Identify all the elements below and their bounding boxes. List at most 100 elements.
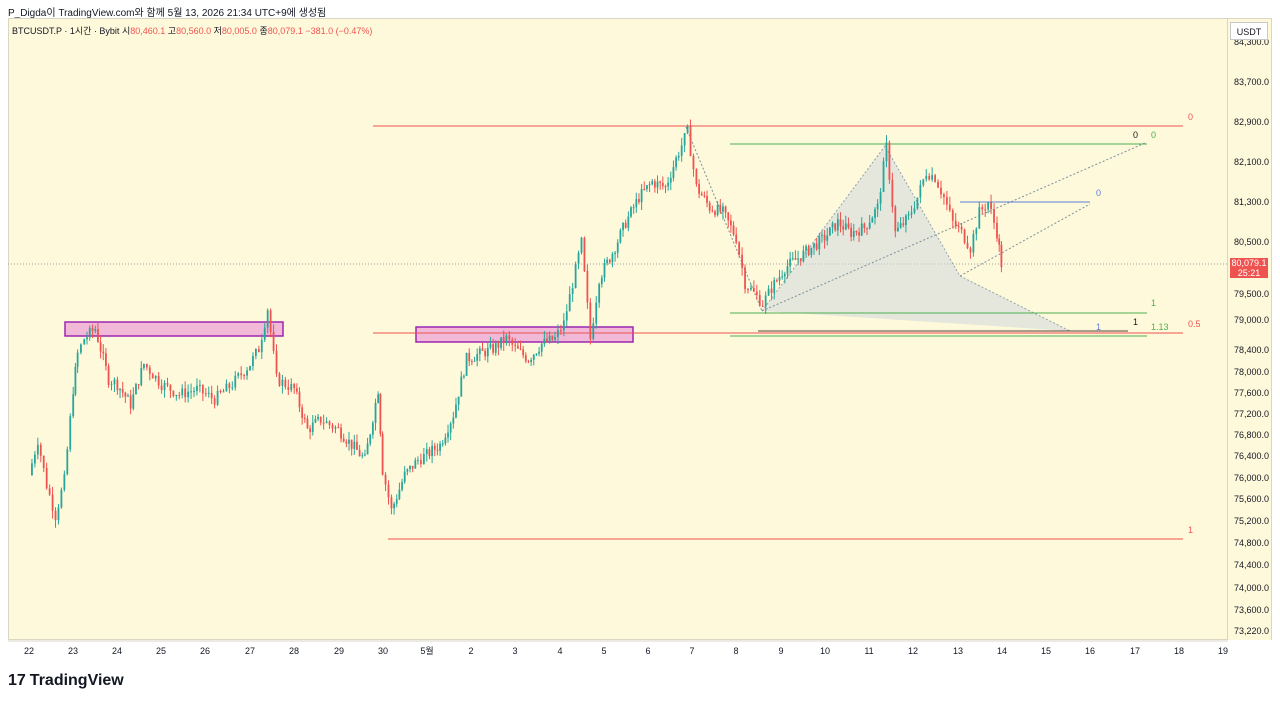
candle-body	[468, 352, 471, 362]
price-axis[interactable]	[1228, 18, 1272, 640]
candle-body	[852, 231, 855, 237]
candle-body	[263, 327, 266, 340]
candle-body	[328, 421, 331, 425]
candle-body	[611, 254, 614, 263]
candle-body	[293, 383, 296, 389]
candle-body	[960, 226, 963, 230]
candle-body	[140, 368, 143, 386]
candle-body	[589, 302, 592, 340]
candle-body	[441, 443, 444, 445]
candle-body	[530, 359, 533, 363]
candle-body	[823, 234, 826, 241]
open-value: 80,460.1	[130, 26, 166, 36]
candle-body	[124, 392, 127, 397]
candle-body	[568, 294, 571, 312]
candle-body	[511, 339, 514, 345]
candle-body	[836, 219, 839, 231]
candle-body	[831, 223, 834, 228]
y-tick-label: 74,800.0	[1234, 538, 1269, 548]
currency-selector[interactable]: USDT	[1230, 22, 1268, 40]
candle-body	[342, 438, 345, 442]
candle-body	[334, 427, 337, 429]
candle-body	[411, 465, 414, 469]
candle-body	[794, 258, 797, 260]
candle-body	[48, 488, 51, 495]
x-tick-label: 28	[289, 646, 299, 656]
candle-body	[606, 259, 609, 264]
candle-body	[457, 396, 460, 405]
candle-body	[500, 337, 502, 348]
x-tick-label: 11	[864, 646, 873, 656]
candle-body	[381, 433, 384, 475]
candle-body	[818, 235, 821, 250]
candle-body	[228, 383, 231, 389]
y-tick-label: 73,600.0	[1234, 605, 1269, 615]
candle-body	[672, 167, 675, 178]
candle-body	[163, 382, 166, 391]
candle-body	[169, 384, 172, 391]
candle-body	[486, 347, 489, 357]
trend-line	[959, 203, 1091, 277]
supply-zone-box	[415, 326, 634, 343]
candle-body	[868, 222, 871, 229]
candle-body	[934, 175, 936, 182]
candle-body	[543, 338, 546, 344]
open-label: 시	[121, 26, 131, 36]
candle-body	[1000, 244, 1003, 268]
candle-body	[269, 310, 272, 333]
candle-body	[135, 384, 137, 395]
candle-body	[395, 499, 398, 504]
candle-body	[254, 348, 257, 356]
candle-body	[69, 416, 72, 450]
candle-body	[80, 344, 82, 353]
candle-body	[767, 288, 770, 296]
candle-body	[489, 344, 492, 348]
x-tick-label: 27	[245, 646, 255, 656]
candle-body	[497, 343, 500, 348]
candle-body	[735, 234, 738, 243]
candle-body	[931, 175, 934, 180]
candle-body	[902, 223, 905, 225]
candle-body	[252, 355, 254, 366]
candle-body	[116, 379, 119, 391]
x-tick-label: 26	[200, 646, 210, 656]
x-tick-label: 22	[24, 646, 34, 656]
x-tick-label: 24	[112, 646, 122, 656]
candle-body	[894, 206, 897, 232]
candle-body	[724, 206, 727, 213]
candle-body	[928, 175, 931, 180]
x-tick-label: 25	[156, 646, 166, 656]
y-tick-label: 79,000.0	[1234, 315, 1269, 325]
candle-body	[463, 375, 465, 377]
candle-body	[94, 329, 97, 332]
watermark-text: P_Digda이 TradingView.com와 함께 5월 13, 2026…	[8, 8, 327, 19]
tradingview-logo[interactable]: 17 TradingView	[8, 672, 124, 690]
candle-body	[240, 373, 243, 376]
candle-body	[651, 181, 654, 185]
candle-body	[603, 263, 606, 278]
candle-body	[371, 422, 374, 435]
candle-body	[580, 237, 583, 253]
candle-body	[231, 387, 234, 389]
candle-body	[876, 203, 879, 210]
candle-body	[747, 289, 749, 291]
candle-body	[874, 209, 876, 218]
candle-body	[447, 432, 449, 438]
candle-body	[905, 215, 907, 225]
candle-body	[129, 395, 132, 409]
y-tick-label: 73,220.0	[1234, 626, 1269, 636]
candle-body	[204, 393, 207, 395]
candle-body	[384, 474, 387, 485]
candle-body	[127, 395, 129, 397]
candle-body	[505, 335, 508, 343]
symbol-info[interactable]: BTCUSDT.P · 1시간 · Bybit	[12, 26, 120, 36]
candle-body	[76, 352, 79, 367]
candle-body	[322, 422, 325, 424]
candle-body	[648, 184, 651, 186]
candle-body	[951, 210, 954, 221]
candle-body	[664, 186, 667, 188]
candle-body	[937, 181, 939, 188]
trend-line	[685, 126, 763, 312]
candle-body	[750, 287, 752, 290]
candle-body	[646, 185, 648, 190]
